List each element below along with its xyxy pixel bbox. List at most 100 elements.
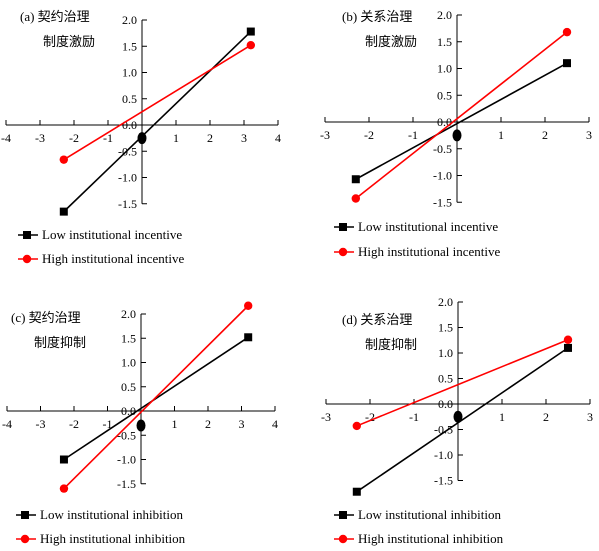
x-tick-label: -2 — [364, 128, 374, 142]
y-tick-label: 0.5 — [437, 88, 452, 102]
data-point — [564, 343, 572, 352]
x-tick-label: 1 — [498, 128, 504, 142]
y-tick-label: -1.0 — [433, 169, 452, 183]
y-tick-label: 1.5 — [122, 39, 137, 53]
y-tick-label: 1.0 — [437, 62, 452, 76]
x-tick-label: 2 — [205, 417, 211, 431]
panel-0: -4 -3 -2 -1 1 2 3 4-1.5-1.0-0.50.00.51.01.52.0(… — [1, 9, 281, 266]
x-tick-label: -3 — [321, 410, 331, 424]
x-tick-label: 1 — [499, 410, 505, 424]
series-line-0 — [63, 336, 249, 461]
legend-label: High institutional inhibition — [358, 531, 504, 546]
y-tick-label: 0.5 — [122, 92, 137, 106]
data-point — [246, 41, 255, 50]
x-tick-label: -1 — [408, 128, 418, 142]
y-tick-label: 1.0 — [438, 346, 453, 360]
x-tick-label: 2 — [207, 131, 213, 145]
y-tick-label: 0.0 — [438, 397, 453, 411]
x-tick-label: 3 — [586, 128, 592, 142]
origin-marker — [137, 132, 147, 145]
data-point — [351, 194, 360, 203]
series-line-1 — [63, 305, 249, 490]
x-tick-label: -2 — [365, 410, 375, 424]
data-point — [244, 301, 253, 310]
data-point — [562, 27, 572, 37]
series-line-0 — [355, 62, 568, 180]
panel-subtitle: 制度激励 — [43, 34, 95, 49]
y-tick-label: -0.5 — [434, 423, 453, 437]
legend-label: High institutional incentive — [358, 244, 500, 259]
y-tick-label: 2.0 — [121, 307, 136, 321]
x-tick-label: 4 — [272, 417, 278, 431]
x-tick-label: 3 — [241, 131, 247, 145]
panel-title: (b) 关系治理 — [342, 9, 412, 24]
y-tick-label: 1.5 — [437, 35, 452, 49]
y-tick-label: 1.0 — [122, 66, 137, 80]
y-tick-label: 2.0 — [122, 13, 137, 27]
y-tick-label: -1.5 — [117, 477, 136, 491]
y-tick-label: -1.5 — [434, 474, 453, 488]
x-tick-label: -1 — [103, 417, 113, 431]
x-tick-label: 1 — [173, 131, 179, 145]
data-point — [351, 175, 360, 184]
y-tick-label: -1.0 — [118, 171, 137, 185]
legend-label: Low institutional inhibition — [358, 507, 502, 522]
data-point — [59, 155, 68, 164]
y-tick-label: -1.5 — [433, 195, 452, 209]
y-tick-label: 0.5 — [121, 380, 136, 394]
series-line-1 — [63, 44, 252, 161]
data-point — [563, 335, 573, 344]
panel-title: (c) 契约治理 — [11, 310, 81, 325]
data-point — [59, 455, 68, 464]
x-tick-label: -4 — [1, 131, 11, 145]
x-tick-label: -1 — [103, 131, 113, 145]
legend-label: Low institutional inhibition — [40, 507, 184, 522]
panel-3: -3 -2 -1 1 2 3 -1.5 -1.0 -0.5 0.0 0.5 1.0 1.5 2.0 (d) … — [321, 295, 593, 546]
panel-subtitle: 制度抑制 — [34, 335, 86, 350]
panel-title: (d) 关系治理 — [342, 312, 412, 327]
origin-marker — [452, 129, 462, 142]
legend-marker — [20, 534, 30, 544]
x-tick-label: 2 — [543, 410, 549, 424]
data-point — [246, 27, 255, 36]
data-point — [59, 484, 69, 493]
legend-marker — [22, 254, 32, 264]
y-tick-label: 1.0 — [121, 356, 136, 370]
y-tick-label: -1.0 — [117, 453, 136, 467]
legend-marker — [21, 511, 29, 519]
x-tick-label: 3 — [587, 410, 593, 424]
x-tick-label: 4 — [275, 131, 281, 145]
x-tick-label: -4 — [2, 417, 12, 431]
series-line-1 — [355, 31, 568, 200]
panel-subtitle: 制度激励 — [365, 34, 417, 49]
x-tick-label: -2 — [69, 131, 79, 145]
legend-label: High institutional inhibition — [40, 531, 186, 546]
x-tick-label: 2 — [542, 128, 548, 142]
origin-marker — [136, 419, 146, 432]
y-tick-label: -0.5 — [433, 142, 452, 156]
origin-marker — [453, 410, 463, 423]
panel-1: -3 -2 -1 1 2 3-1.5-1.0-0.50.00.51.01.52.0(b) … — [320, 8, 592, 259]
data-point — [563, 59, 571, 68]
y-tick-label: 0.5 — [438, 372, 453, 386]
x-tick-label: -1 — [409, 410, 419, 424]
data-point — [59, 207, 68, 216]
y-tick-label: -1.0 — [434, 448, 453, 462]
y-tick-label: 2.0 — [437, 8, 452, 22]
x-tick-label: -3 — [320, 128, 330, 142]
panel-title: (a) 契约治理 — [20, 9, 90, 24]
y-tick-label: -1.5 — [118, 197, 137, 211]
y-tick-label: 1.5 — [121, 331, 136, 345]
y-tick-label: -0.5 — [117, 428, 136, 442]
series-line-0 — [63, 30, 252, 213]
legend-marker — [338, 534, 348, 544]
y-tick-label: 2.0 — [438, 295, 453, 309]
legend-label: High institutional incentive — [42, 251, 184, 266]
x-tick-label: -3 — [36, 417, 46, 431]
legend-marker — [23, 231, 31, 239]
x-tick-label: -2 — [69, 417, 79, 431]
x-tick-label: -3 — [35, 131, 45, 145]
legend-label: Low institutional incentive — [42, 227, 182, 242]
legend-marker — [339, 511, 347, 519]
